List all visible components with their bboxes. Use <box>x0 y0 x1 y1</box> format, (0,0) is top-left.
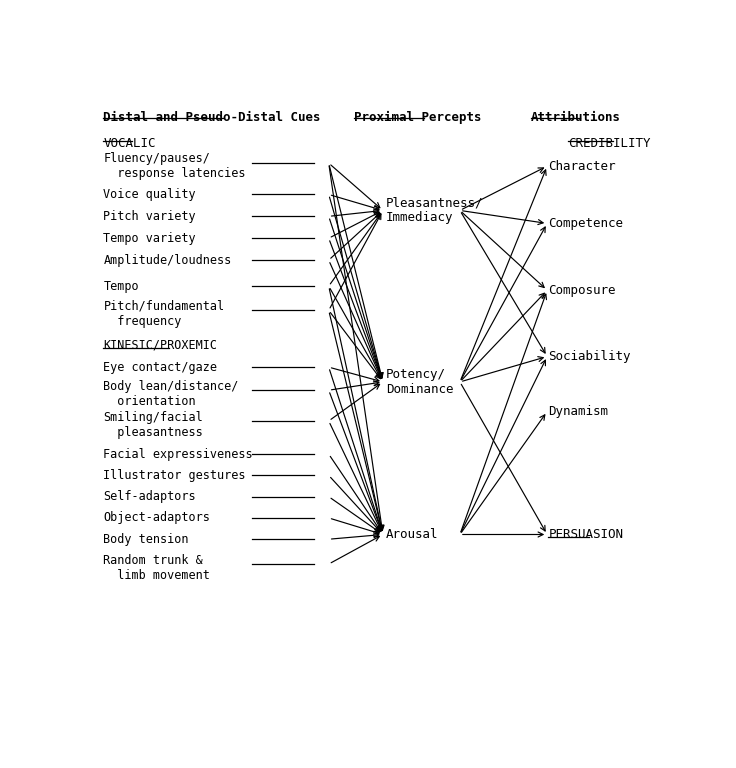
Text: Pitch variety: Pitch variety <box>103 210 196 223</box>
Text: PERSUASION: PERSUASION <box>548 528 623 541</box>
Text: Pitch/fundamental
  frequency: Pitch/fundamental frequency <box>103 300 224 328</box>
Text: Distal and Pseudo-Distal Cues: Distal and Pseudo-Distal Cues <box>103 111 321 124</box>
Text: Sociability: Sociability <box>548 350 631 363</box>
Text: Fluency/pauses/
  response latencies: Fluency/pauses/ response latencies <box>103 152 246 180</box>
Text: Tempo: Tempo <box>103 280 139 293</box>
Text: Eye contact/gaze: Eye contact/gaze <box>103 361 217 374</box>
Text: Illustrator gestures: Illustrator gestures <box>103 468 246 482</box>
Text: Facial expressiveness: Facial expressiveness <box>103 448 253 461</box>
Text: Body lean/distance/
  orientation: Body lean/distance/ orientation <box>103 379 238 408</box>
Text: Potency/
Dominance: Potency/ Dominance <box>386 368 453 396</box>
Text: Attributions: Attributions <box>531 111 621 124</box>
Text: Object-adaptors: Object-adaptors <box>103 511 210 525</box>
Text: Tempo variety: Tempo variety <box>103 232 196 245</box>
Text: Proximal Percepts: Proximal Percepts <box>355 111 482 124</box>
Text: Smiling/facial
  pleasantness: Smiling/facial pleasantness <box>103 411 203 439</box>
Text: Competence: Competence <box>548 217 623 230</box>
Text: CREDIBILITY: CREDIBILITY <box>568 137 651 150</box>
Text: KINESIC/PROXEMIC: KINESIC/PROXEMIC <box>103 339 217 352</box>
Text: VOCALIC: VOCALIC <box>103 137 156 150</box>
Text: Character: Character <box>548 160 616 173</box>
Text: Self-adaptors: Self-adaptors <box>103 490 196 503</box>
Text: Voice quality: Voice quality <box>103 188 196 201</box>
Text: Amplitude/loudness: Amplitude/loudness <box>103 253 232 266</box>
Text: Arousal: Arousal <box>386 528 438 541</box>
Text: Random trunk &
  limb movement: Random trunk & limb movement <box>103 554 210 581</box>
Text: Composure: Composure <box>548 283 616 296</box>
Text: Body tension: Body tension <box>103 533 189 546</box>
Text: Pleasantness/
Immediacy: Pleasantness/ Immediacy <box>386 197 484 224</box>
Text: Dynamism: Dynamism <box>548 405 609 418</box>
